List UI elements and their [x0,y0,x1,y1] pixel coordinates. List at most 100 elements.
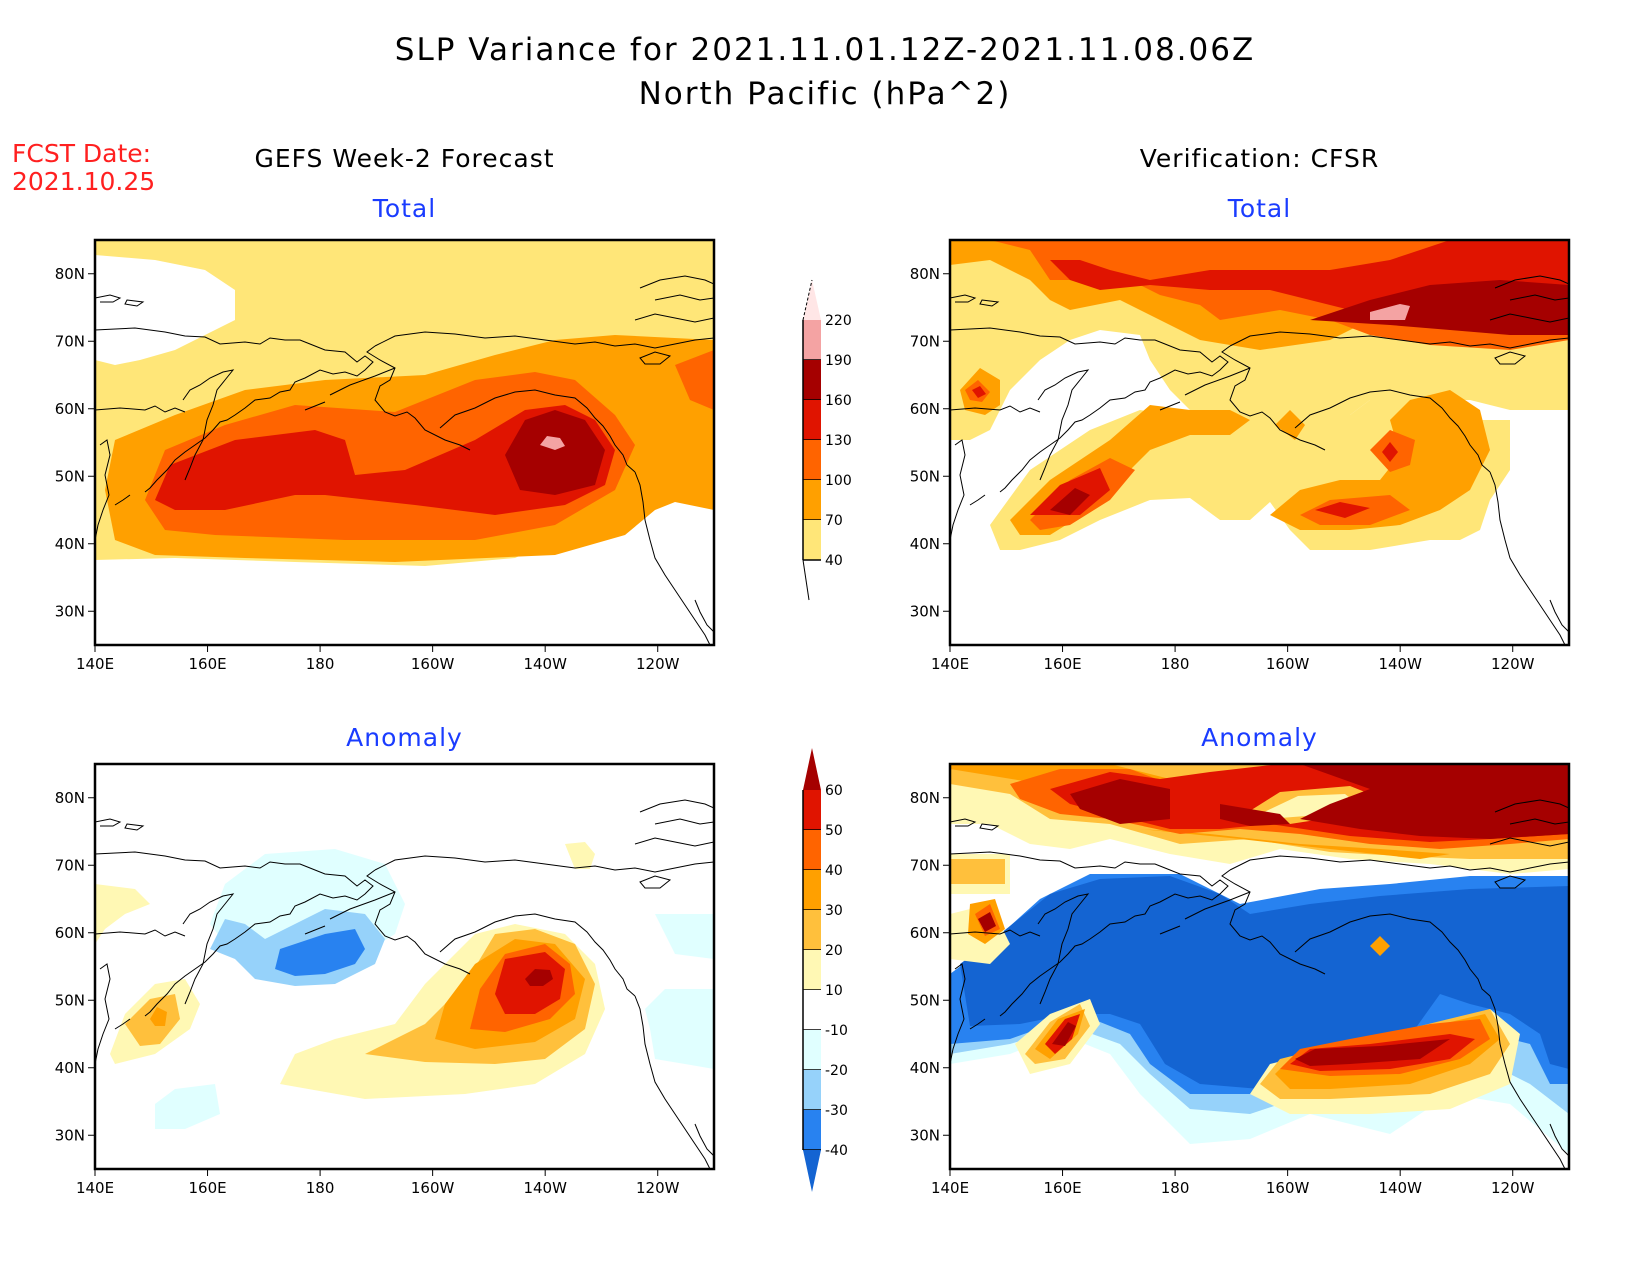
lon-tick-label: 140E [931,1179,969,1197]
contour-10-20 [95,884,150,944]
colorbar-swatch [803,1030,821,1070]
lat-tick-label: 30N [55,1126,85,1144]
colorbar-label: -40 [825,1143,848,1159]
panel-title-forecast-total: Total [372,194,437,223]
fcst-date-label: FCST Date: [12,139,152,168]
colorbar-label: 40 [825,863,843,879]
colorbar-label: 130 [825,433,852,449]
colorbar-label: -10 [825,1023,848,1039]
lon-tick-label: 160W [411,655,455,673]
lat-axis: 80N 70N 60N 50N 40N 30N [55,789,95,1144]
lat-tick-label: 40N [55,535,85,553]
contour-130-160 [1382,442,1398,462]
map-frame [948,762,1571,1171]
map-frame [948,238,1571,647]
lat-tick-label: 60N [910,924,940,942]
contour-below-40 [95,490,714,645]
lat-axis: 80N 70N 60N 50N 40N 30N [55,265,95,620]
panel-title-verification-anomaly: Anomaly [1201,723,1318,752]
lat-tick-label: 40N [910,535,940,553]
lon-tick-label: 140E [76,655,114,673]
lat-tick-label: 30N [910,602,940,620]
lon-tick-label: 140W [523,655,567,673]
lat-tick-label: 80N [910,265,940,283]
contour-10-20 [565,842,595,869]
contour-above-60 [525,969,553,986]
lon-tick-label: 120W [1491,655,1535,673]
lon-tick-label: 180 [1161,1179,1190,1197]
main-title: SLP Variance for 2021.11.01.12Z-2021.11.… [394,32,1256,68]
lon-axis: 140E 160E 180 160W 140W 120W [76,645,680,673]
lat-axis: 80N 70N 60N 50N 40N 30N [910,789,950,1144]
lat-tick-label: 50N [55,467,85,485]
contour-160-190 [1050,488,1090,515]
lon-tick-label: 140E [931,655,969,673]
lat-tick-label: 80N [55,789,85,807]
colorbar-label: 220 [825,313,852,329]
lon-axis: 140E 160E 180 160W 140W 120W [931,1169,1535,1197]
contour-190-220 [1370,304,1410,320]
colorbar-label: -20 [825,1063,848,1079]
map-verification-anomaly: 80N 70N 60N 50N 40N 30N 140E 160E 180 160W 140W 12… [910,762,1571,1197]
colorbar-label: 10 [825,983,843,999]
lon-axis: 140E 160E 180 160W 140W 120W [931,645,1535,673]
contour-30-40 [1370,936,1390,956]
fcst-date-value: 2021.10.25 [12,167,156,196]
map-frame [93,762,716,1171]
lon-tick-label: 160E [188,1179,226,1197]
colorbar-swatch [803,950,821,990]
lat-tick-label: 30N [55,602,85,620]
colorbar-swatch [803,520,821,560]
lon-tick-label: 160W [1266,1179,1310,1197]
lon-axis: 140E 160E 180 160W 140W 120W [76,1169,680,1197]
colorbar-anomaly: 60 50 40 30 20 10 -10 -20 -30 -40 [802,748,848,1192]
contour-neg10-neg20 [645,989,714,1069]
contour-160-190 [1310,280,1569,335]
map-forecast-anomaly: 80N 70N 60N 50N 40N 30N 140E 160E 180 160W 140W 12… [55,762,716,1197]
colorbar-arrow-top [803,280,821,320]
contour-neg10-neg20 [155,1084,220,1129]
colorbar-label: 60 [825,783,843,799]
colorbar-swatch [803,870,821,910]
lon-tick-label: 120W [636,1179,680,1197]
lon-tick-label: 180 [306,1179,335,1197]
contour-20-30 [950,859,1005,884]
contour-below-neg40 [960,876,1569,1089]
colorbar-swatch [803,1070,821,1110]
lon-tick-label: 160E [1043,655,1081,673]
lon-tick-label: 160E [188,655,226,673]
main-subtitle: North Pacific (hPa^2) [638,76,1012,112]
lon-tick-label: 140E [76,1179,114,1197]
lat-axis: 80N 70N 60N 50N 40N 30N [910,265,950,620]
lon-tick-label: 140W [1378,655,1422,673]
lon-tick-label: 160W [411,1179,455,1197]
lat-tick-label: 60N [55,924,85,942]
colorbar-arrow-top [803,748,821,790]
colorbar-swatch [803,320,821,360]
lat-tick-label: 50N [910,467,940,485]
lon-tick-label: 180 [306,655,335,673]
contour-190-220 [540,436,565,450]
lon-tick-label: 160W [1266,655,1310,673]
contour-above-60 [1220,804,1290,826]
map-forecast-total: 80N 70N 60N 50N 40N 30N 140E 160E 180 160W 140W 12… [55,238,716,673]
colorbar-swatch [803,830,821,870]
contour-70-100 [1275,410,1305,440]
lat-tick-label: 70N [55,332,85,350]
contour-130-160 [1030,468,1110,515]
map-frame [93,238,716,647]
lat-tick-label: 60N [55,400,85,418]
lon-tick-label: 140W [1378,1179,1422,1197]
lon-tick-label: 180 [1161,655,1190,673]
colorbar-swatch [803,1110,821,1150]
lat-tick-label: 80N [910,789,940,807]
column-title-verification: Verification: CFSR [1139,144,1380,173]
contour-above-60 [1300,764,1569,839]
contour-160-190 [505,410,605,495]
colorbar-label: 100 [825,473,852,489]
colorbar-swatch [803,790,821,830]
lat-tick-label: 60N [910,400,940,418]
contour-above-60 [1295,1039,1450,1066]
colorbar-swatch [803,400,821,440]
lon-tick-label: 120W [636,655,680,673]
